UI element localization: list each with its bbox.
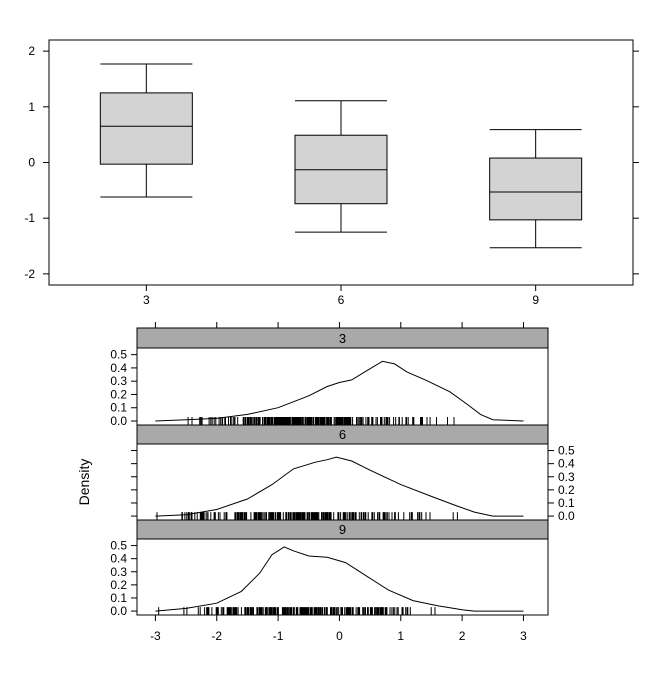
density-panel-frame <box>136 347 549 426</box>
density-y-tick-label: 0.2 <box>110 578 127 592</box>
density-y-tick-label: 0.3 <box>110 374 127 388</box>
density-y-tick-label: 0.1 <box>110 401 127 415</box>
density-panel-frame <box>136 443 549 521</box>
boxplot-y-tick-label: 2 <box>28 44 35 58</box>
density-x-tick-label: -1 <box>273 629 284 643</box>
rug-9 <box>158 607 436 616</box>
boxplot-y-tick-label: -2 <box>24 267 35 281</box>
density-y-tick-label: 0.4 <box>110 361 127 375</box>
density-line-3 <box>155 360 524 422</box>
rug-6 <box>156 512 458 521</box>
box-iqr <box>489 157 583 221</box>
density-y-tick-label: 0.5 <box>110 348 127 362</box>
boxplot-y-tick-label: 0 <box>28 156 35 170</box>
density-x-tick-label: 0 <box>336 629 343 643</box>
boxplot-y-tick-label: 1 <box>28 100 35 114</box>
density-y-tick-label: 0.1 <box>110 591 127 605</box>
boxplot-x-tick-label: 3 <box>143 293 150 307</box>
boxplot-x-tick-label: 9 <box>532 293 539 307</box>
density-x-tick-label: 2 <box>459 629 466 643</box>
density-y-tick-label: 0.4 <box>110 552 127 566</box>
density-y-tick-label: 0.5 <box>110 539 127 553</box>
density-y-tick-label: 0.5 <box>558 444 575 458</box>
density-y-tick-label: 0.2 <box>110 387 127 401</box>
density-y-tick-label: 0.3 <box>110 565 127 579</box>
strip-label: 3 <box>339 331 346 346</box>
density-y-tick-label: 0.0 <box>110 414 127 428</box>
density-x-tick-label: 3 <box>520 629 527 643</box>
strip-label: 6 <box>339 427 346 442</box>
density-y-tick-label: 0.0 <box>558 509 575 523</box>
density-y-tick-label: 0.4 <box>558 457 575 471</box>
box-iqr <box>99 92 193 165</box>
boxplot-y-tick-label: -1 <box>24 211 35 225</box>
density-y-tick-label: 0.3 <box>558 470 575 484</box>
density-panel-frame <box>136 538 549 616</box>
rug-3 <box>187 417 455 426</box>
density-x-tick-label: 1 <box>397 629 404 643</box>
density-x-tick-label: -2 <box>211 629 222 643</box>
boxplot-x-tick-label: 6 <box>338 293 345 307</box>
density-y-tick-label: 0.0 <box>110 604 127 618</box>
density-y-tick-label: 0.2 <box>558 483 575 497</box>
density-y-axis-label: Density <box>76 459 92 506</box>
strip-label: 9 <box>339 522 346 537</box>
density-x-tick-label: -3 <box>150 629 161 643</box>
density-line-9 <box>155 546 524 612</box>
density-y-tick-label: 0.1 <box>558 496 575 510</box>
density-line-6 <box>155 456 524 517</box>
